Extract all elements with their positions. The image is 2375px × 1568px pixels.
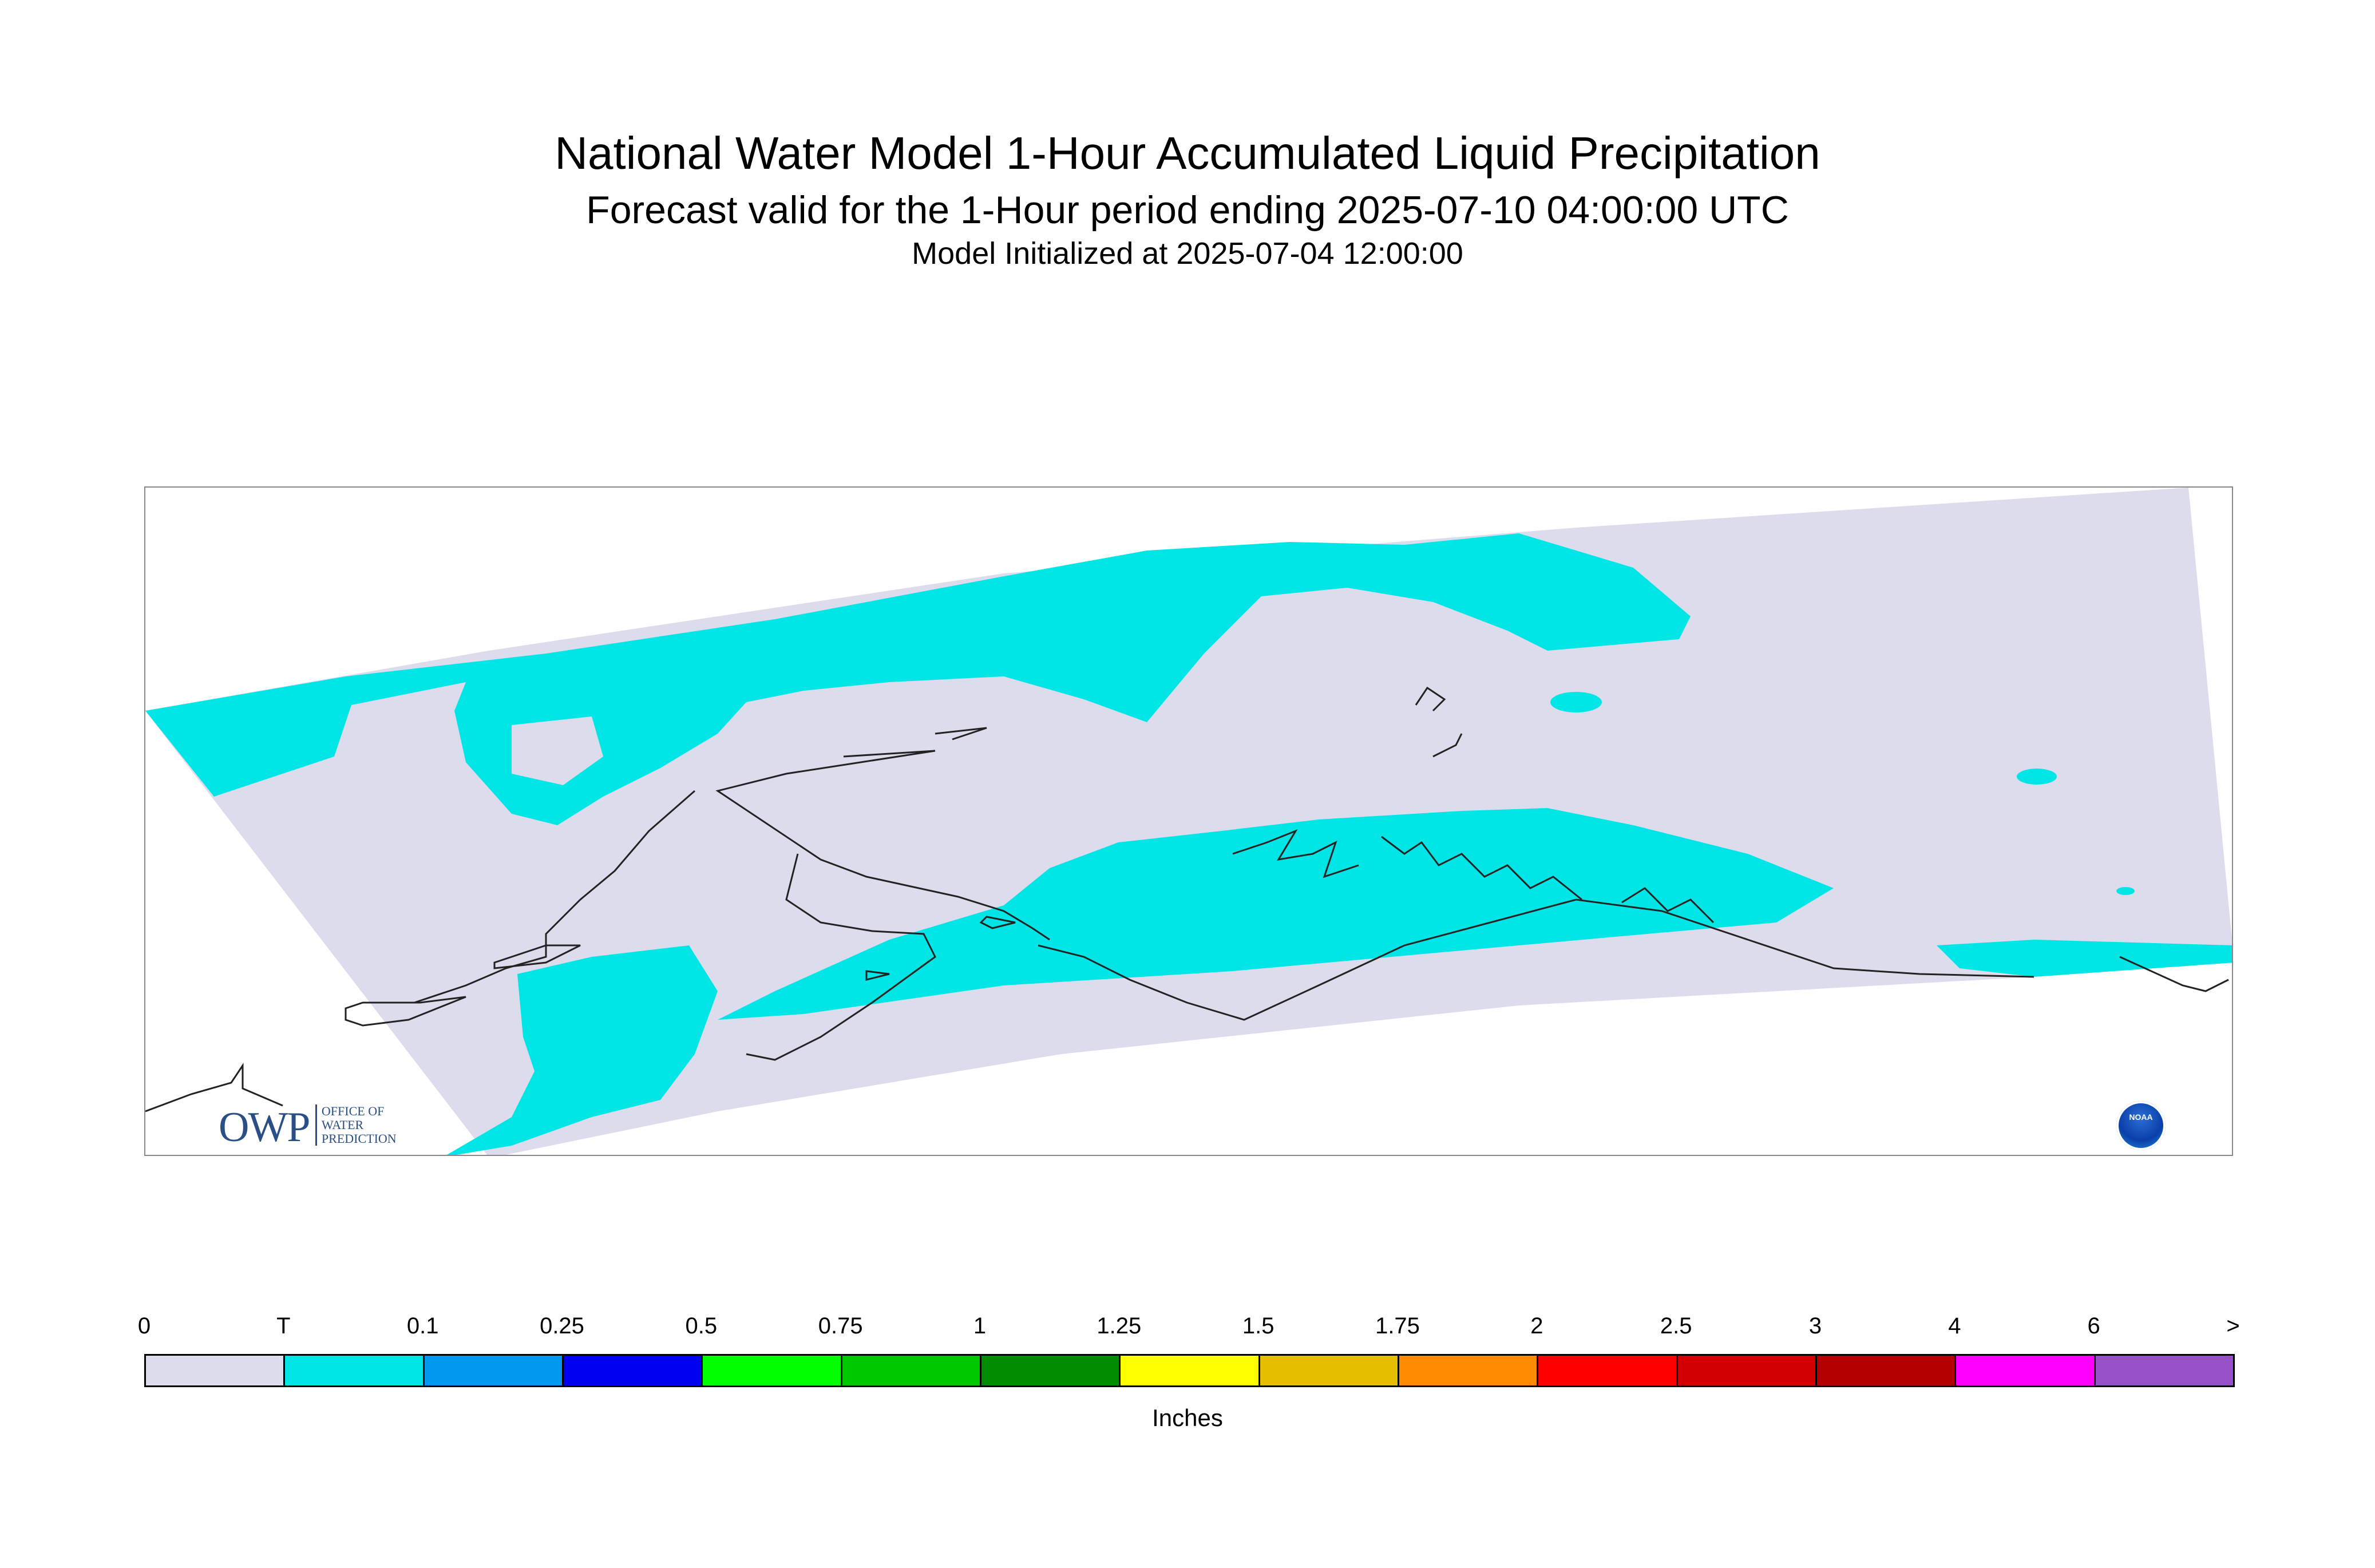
- legend-bin: [283, 1354, 425, 1387]
- legend-tick-label: 2: [1530, 1313, 1543, 1339]
- owp-sub-line-1: OFFICE OF: [321, 1104, 385, 1118]
- map-subtitle: Forecast valid for the 1-Hour period end…: [586, 188, 1789, 232]
- legend-tick-label: 0.5: [685, 1313, 718, 1339]
- cloud-hole: [512, 716, 603, 785]
- legend-tick-label: 1.75: [1375, 1313, 1420, 1339]
- legend-tick-label: 0.75: [818, 1313, 863, 1339]
- legend-bin: [1676, 1354, 1817, 1387]
- legend-bin: [144, 1354, 286, 1387]
- legend-bin: [1954, 1354, 2096, 1387]
- legend-bin: [1537, 1354, 1678, 1387]
- noaa-logo: NOAA: [2116, 1101, 2166, 1150]
- legend-bin: [562, 1354, 703, 1387]
- legend-bin: [980, 1354, 1121, 1387]
- trace-precip-areas: [145, 533, 2232, 1155]
- owp-sub-line-2: WATER: [321, 1118, 364, 1132]
- legend-bin: [2093, 1354, 2235, 1387]
- legend-bin: [840, 1354, 981, 1387]
- legend-tick-label: 0.1: [406, 1313, 439, 1339]
- color-legend: [144, 1354, 2235, 1387]
- legend-tick-label: 4: [1948, 1313, 1961, 1339]
- legend-tick-label: 0.25: [540, 1313, 584, 1339]
- model-init-time: Model Initialized at 2025-07-04 12:00:00: [912, 236, 1463, 271]
- legend-bin: [701, 1354, 842, 1387]
- legend-tick-label: 1: [973, 1313, 987, 1339]
- legend-bin: [1815, 1354, 1957, 1387]
- legend-tick-label: 1.25: [1097, 1313, 1142, 1339]
- noaa-logo-text: NOAA: [2129, 1112, 2153, 1122]
- owp-sub-line-3: PREDICTION: [321, 1131, 397, 1146]
- map-canvas: [145, 488, 2232, 1155]
- precipitation-map: OWP OFFICE OF WATER PREDICTION NOAA: [144, 486, 2233, 1156]
- legend-bin: [422, 1354, 564, 1387]
- owp-logo: OWP OFFICE OF WATER PREDICTION: [219, 1104, 397, 1151]
- legend-tick-label: 2.5: [1660, 1313, 1692, 1339]
- legend-bin: [1119, 1354, 1260, 1387]
- legend-units: Inches: [1152, 1404, 1223, 1431]
- legend-tick-label: 6: [2087, 1313, 2100, 1339]
- legend-tick-label: 3: [1808, 1313, 1822, 1339]
- map-title: National Water Model 1-Hour Accumulated …: [555, 128, 1820, 179]
- legend-bin: [1398, 1354, 1539, 1387]
- legend-tick-label: T: [276, 1313, 291, 1339]
- owp-logo-mark: OWP: [219, 1104, 310, 1151]
- legend-tick-label: 1.5: [1242, 1313, 1274, 1339]
- legend-bin: [1258, 1354, 1399, 1387]
- coastline: [145, 686, 2229, 1112]
- owp-logo-subtitle: OFFICE OF WATER PREDICTION: [315, 1104, 397, 1146]
- legend-tick-label: >: [2226, 1313, 2240, 1339]
- legend-tick-label: 0: [137, 1313, 151, 1339]
